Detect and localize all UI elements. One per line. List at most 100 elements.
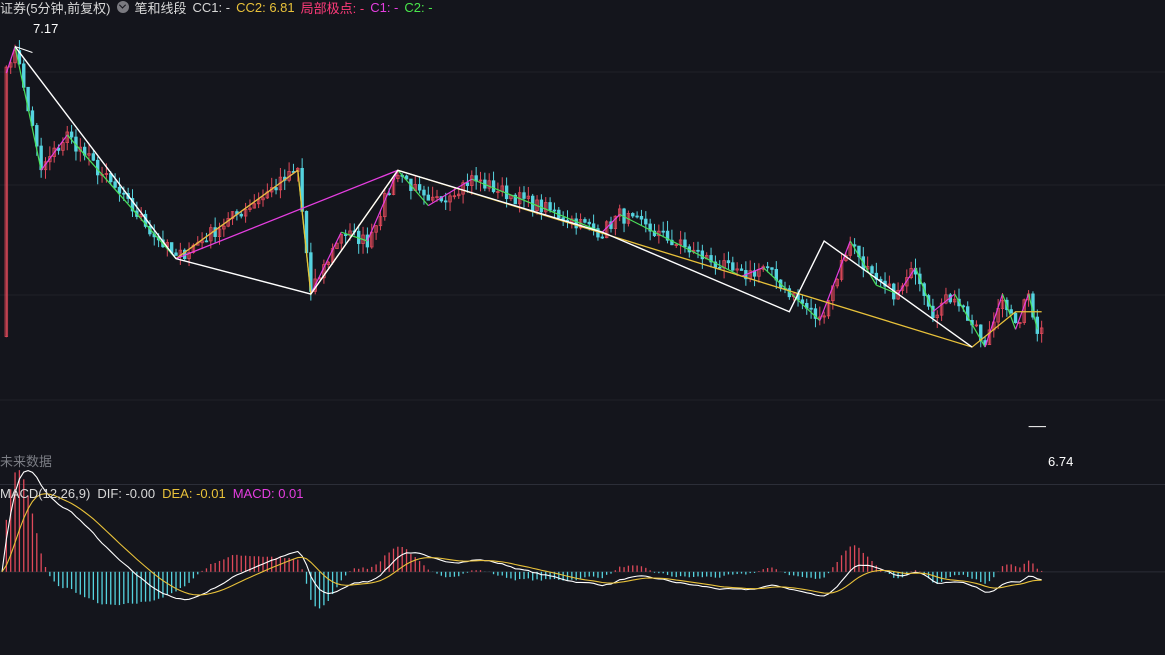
bi-stroke [932,293,956,313]
candle-body [396,174,400,179]
candle-body [222,225,226,230]
candle-body [130,198,135,212]
candle-body [343,234,348,236]
candle-body [813,308,818,319]
candle-body [870,266,874,274]
bi-stroke [876,284,899,295]
candle-body [187,252,191,260]
max-marker [14,46,33,53]
candle-body [835,278,839,287]
macd-header: MACD(12,26,9) DIF: -0.00 DEA: -0.01 MACD… [0,486,311,501]
segment-yellow [175,169,1042,348]
chart-header: 证券(5分钟,前复权) 笔和线段 CC1: - CC2: 6.81 局部极点: … [0,0,439,16]
candle-body [374,225,378,233]
candle-body [204,240,209,243]
candle-body [435,196,439,199]
candle-body [478,179,483,182]
candle-body [448,195,452,203]
bi-stroke [741,266,764,277]
chevron-down-icon[interactable] [116,1,129,13]
candle-body [931,305,935,318]
candle-body [1009,309,1013,314]
bi-stroke [5,46,16,74]
candle-body [1013,312,1018,324]
candle-body [230,211,235,219]
candle-body [239,213,243,217]
candle-body [48,156,52,163]
bi-stroke [954,293,986,348]
candle-body [600,236,604,239]
candle-body [443,200,448,203]
candle-body [661,230,665,233]
dif-line [1,469,1042,601]
future-data-label: 未来数据 [0,454,53,469]
candle-body [1018,322,1022,324]
candle-body [631,213,635,217]
local-extreme-value: 局部极点: - [300,0,365,16]
candle-body [644,218,648,225]
candle-body [339,234,343,244]
candle-body [91,153,96,161]
min-price-label: 6.74 [1048,454,1074,469]
candle-body [539,199,544,213]
candle-body [496,191,500,193]
candle-body [800,299,805,304]
candle-body [735,268,739,271]
candle-body [256,199,261,205]
bi-stroke [14,46,42,171]
candle-body [809,307,813,310]
candle-body [13,50,17,64]
candle-body [952,298,957,303]
bi-stroke [397,169,429,207]
candle-body [61,142,65,151]
candle-body [1039,327,1044,334]
candle-body [378,216,383,227]
candle-body [1000,299,1005,309]
candle-body [683,239,687,248]
candle-body [461,182,465,195]
candle-body [417,184,422,191]
candle-body [465,182,470,186]
candle-body [404,175,409,180]
candle-body [674,244,678,246]
bi-stroke [40,134,68,171]
candle-body [513,194,517,205]
candle-body [739,268,744,271]
candle-body [665,230,670,241]
candle-body [113,181,117,188]
bi-stroke [341,231,368,242]
candle-body [117,186,122,194]
candle-body [252,203,256,209]
candle-body [544,202,548,213]
cc2-value: CC2: 6.81 [236,0,295,15]
bi-stroke [762,267,821,321]
candle-body [639,215,644,220]
candle-body [261,197,265,201]
candle-body [430,196,435,201]
bi-stroke [819,240,851,321]
candle-body [422,189,426,196]
candle-body [104,173,109,175]
c1-value: C1: - [370,0,399,15]
bi-stroke [897,267,917,295]
bi-stroke [310,231,342,295]
candle-body [696,249,700,252]
c2-value: C2: - [404,0,433,15]
candle-body [935,314,939,318]
candle-body [470,175,474,186]
candle-body [700,250,705,260]
macd-dif: DIF: -0.00 [97,486,156,501]
candle-body [670,239,674,246]
indicator-name[interactable]: 笔和线段 [134,0,187,16]
candle-body [731,262,735,271]
candle-body [243,209,248,217]
candle-body [944,294,948,304]
dea-line [1,493,1042,596]
candle-body [709,255,713,263]
max-price-label: 7.17 [33,21,59,36]
candle-body [613,215,618,229]
macd-value: MACD: 0.01 [232,486,304,501]
candle-body [822,315,826,318]
candle-body [522,192,526,199]
